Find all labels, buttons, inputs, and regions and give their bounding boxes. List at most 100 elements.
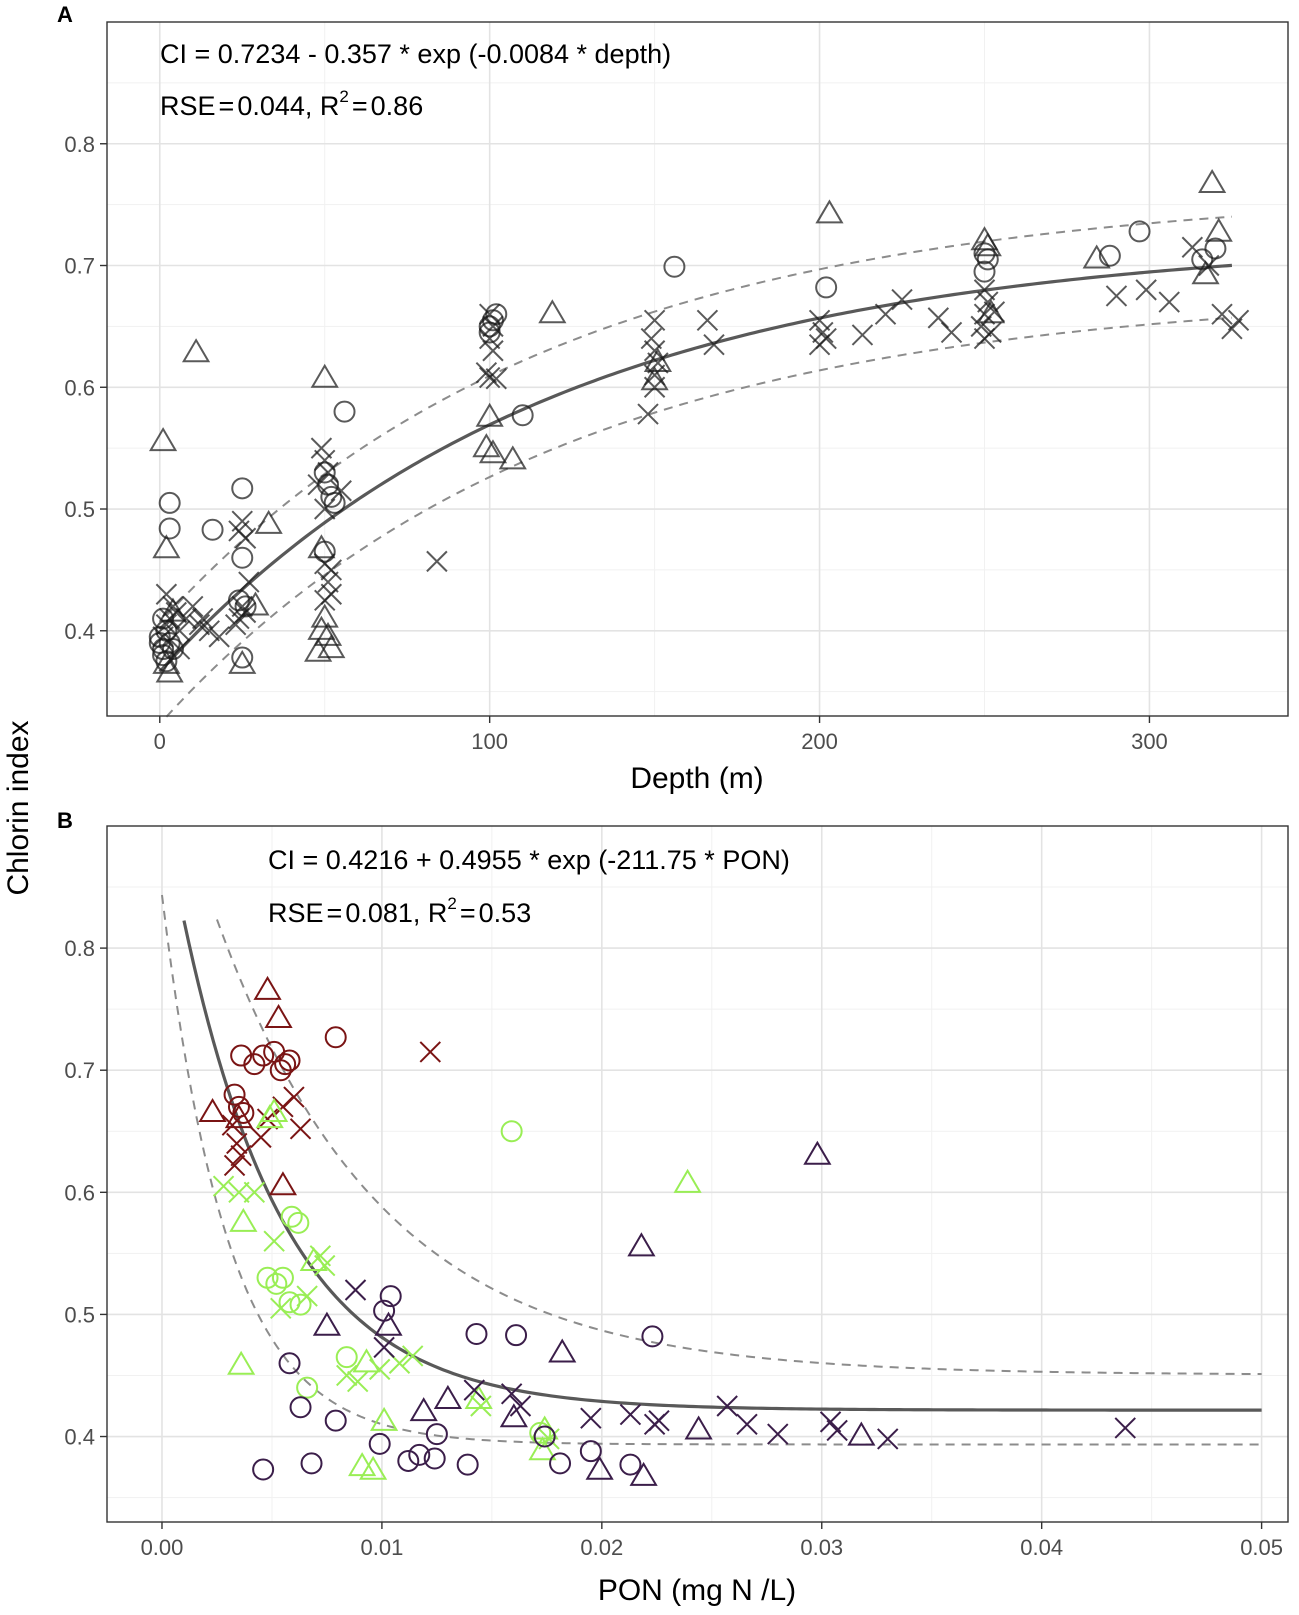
panel-a-point-cross — [317, 461, 339, 484]
panel-a-point-triangle — [478, 439, 508, 464]
panel-b-point-cross — [289, 1118, 312, 1140]
panel-b-fit-band — [160, 894, 1262, 1446]
panel-b-point-cross — [314, 1254, 336, 1277]
panel-b-point-triangle — [673, 1168, 702, 1193]
panel-a-point-cross — [231, 510, 253, 532]
panel-b-point-triangle — [198, 1097, 227, 1123]
panel-b-y-tick-label: 0.6 — [64, 1180, 95, 1205]
panel-b-point-triangle — [803, 1140, 832, 1165]
panel-b-rse-label: RSE — [268, 898, 324, 928]
panel-a-x-tick-label: 0 — [154, 729, 166, 754]
panel-a-point-cross — [224, 613, 247, 636]
panel-a-point-triangle — [317, 634, 346, 659]
panel-a-point-cross — [426, 550, 448, 573]
panel-b-point-cross — [283, 1086, 305, 1108]
panel-b-point-circle — [465, 1322, 488, 1345]
panel-a-point-circle — [158, 491, 181, 514]
panel-a-point-cross — [808, 309, 831, 332]
panel-a-point-circle — [231, 477, 254, 500]
panel-b-point-circle — [243, 1053, 266, 1076]
panel-a-point-triangle — [254, 509, 283, 534]
panel-b-point-circle — [271, 1266, 294, 1289]
panel-b-rse-value: 0.081 — [345, 898, 413, 928]
panel-b-point-circle — [373, 1299, 396, 1322]
panel-b-point-cross — [344, 1279, 367, 1301]
panel-a-point-cross — [851, 324, 874, 346]
panel-b-point-circle — [368, 1432, 391, 1455]
panel-a-point-cross — [320, 559, 343, 581]
panel-b-letter: B — [57, 808, 73, 833]
panel-b-point-triangle — [224, 1104, 254, 1129]
panel-b-point-cross — [826, 1419, 848, 1442]
panel-b-point-cross — [401, 1345, 424, 1367]
panel-a-point-cross — [191, 607, 214, 630]
panel-b-point-triangle — [227, 1350, 256, 1375]
panel-a-point-cross — [238, 571, 260, 593]
panel-a-point-cross — [182, 595, 204, 618]
panel-a-point-circle — [161, 638, 184, 661]
panel-a-point-triangle — [643, 347, 673, 372]
panel-b-point-cross — [230, 1144, 252, 1167]
panel-b-point-circle — [500, 1120, 523, 1143]
panel-a: A 0 100 200 300 0.4 0.5 0.6 0.7 0.8 CI = 0.7234 … — [57, 2, 1289, 795]
panel-b-point-cross — [767, 1423, 789, 1445]
panel-a-point-triangle — [148, 427, 178, 452]
panel-a-stats: RSE = 0.044, R2 = 0.86 — [160, 87, 423, 121]
panel-a-point-cross — [330, 480, 352, 502]
panel-a-r-exp: 2 — [339, 87, 348, 106]
panel-b-point-circle — [335, 1346, 358, 1369]
panel-a-point-cross — [940, 321, 963, 344]
panel-b-point-cross — [369, 1358, 391, 1381]
panel-a-point-circle — [231, 546, 254, 569]
panel-a-point-cross — [973, 327, 996, 350]
panel-a-x-tick-label: 100 — [471, 729, 508, 754]
panel-a-point-cross — [1227, 309, 1250, 332]
panel-b-point-circle — [549, 1452, 572, 1475]
panel-a-band-lower — [165, 316, 1232, 718]
panel-b-point-circle — [278, 1352, 301, 1375]
panel-a-point-triangle — [1082, 244, 1111, 269]
panel-a-point-cross — [874, 303, 897, 325]
panel-b-point-triangle — [433, 1384, 462, 1409]
panel-a-point-triangle — [155, 658, 184, 683]
panel-b-fit-curve — [182, 920, 1262, 1412]
panel-b-point-circle — [408, 1443, 431, 1466]
panel-a-point-circle — [158, 517, 181, 540]
panel-a-point-cross — [314, 589, 336, 612]
panel-a-band-upper — [165, 215, 1232, 617]
panel-b-point-cross — [228, 1181, 250, 1204]
panel-b-point-cross — [336, 1364, 358, 1387]
panel-b-point-triangle — [528, 1436, 557, 1461]
panel-a-point-circle — [323, 491, 346, 514]
panel-a-point-cross — [482, 340, 504, 362]
panel-a-point-circle — [1128, 220, 1151, 243]
panel-b-x-tick-label: 0.03 — [800, 1535, 843, 1560]
panel-b-point-cross — [716, 1395, 738, 1417]
panel-b-band-upper — [216, 919, 1262, 1376]
panel-b-point-cross — [347, 1370, 369, 1393]
panel-b-point-circle — [397, 1449, 420, 1472]
panel-a-point-triangle — [304, 637, 333, 662]
panel-b-point-cross — [419, 1041, 441, 1063]
panel-b-point-triangle — [229, 1207, 258, 1232]
panel-a-point-triangle — [310, 363, 339, 388]
panel-b-x-tick-label: 0.04 — [1020, 1535, 1063, 1560]
panel-b-point-triangle — [629, 1461, 658, 1486]
panel-b-point-cross — [296, 1285, 318, 1307]
panel-a-point-cross — [231, 595, 253, 618]
panel-b-axes: 0.00 0.01 0.02 0.03 0.04 0.05 0.4 0.5 0.6 0.7 0.8 — [64, 936, 1283, 1560]
panel-a-point-cross — [314, 449, 336, 472]
panel-a-point-circle — [234, 595, 257, 618]
panel-a-point-circle — [511, 404, 534, 427]
panel-b-points — [198, 975, 1136, 1486]
panel-a-r2-value: 0.86 — [371, 91, 424, 121]
panel-a-point-cross — [168, 620, 191, 642]
panel-b-point-circle — [265, 1272, 288, 1295]
panel-b-comma: , — [413, 898, 428, 928]
panel-a-point-cross — [478, 303, 501, 325]
panel-a-point-circle — [333, 400, 356, 423]
panel-b-point-cross — [648, 1409, 670, 1432]
panel-b-point-cross — [877, 1428, 899, 1450]
panel-b-point-triangle — [409, 1397, 438, 1422]
panel-b-point-circle — [579, 1440, 602, 1463]
